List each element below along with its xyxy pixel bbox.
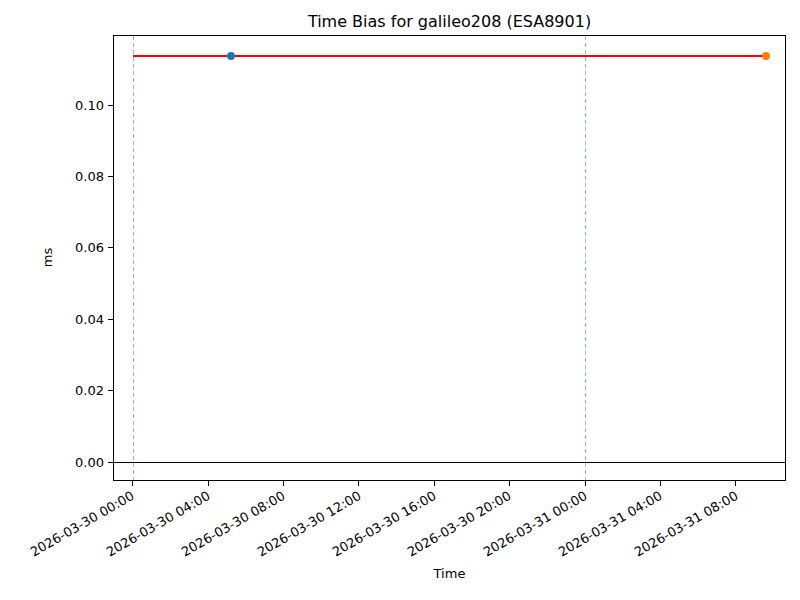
x-tick-mark bbox=[660, 481, 661, 486]
zero-reference-line bbox=[114, 462, 785, 463]
y-tick-mark bbox=[108, 105, 113, 106]
y-tick-label: 0.06 bbox=[29, 239, 104, 256]
y-tick-label: 0.04 bbox=[29, 311, 104, 328]
x-axis-label: Time bbox=[113, 566, 786, 581]
y-tick-mark bbox=[108, 247, 113, 248]
y-tick-label: 0.08 bbox=[29, 168, 104, 185]
plot-area bbox=[113, 35, 786, 481]
x-tick-mark bbox=[735, 481, 736, 486]
y-tick-mark bbox=[108, 176, 113, 177]
x-tick-mark bbox=[132, 481, 133, 486]
y-tick-label: 0.02 bbox=[29, 382, 104, 399]
figure: Time Bias for galileo208 (ESA8901) ms Ti… bbox=[0, 0, 800, 600]
x-tick-mark bbox=[208, 481, 209, 486]
x-tick-mark bbox=[509, 481, 510, 486]
x-tick-mark bbox=[434, 481, 435, 486]
chart-title: Time Bias for galileo208 (ESA8901) bbox=[113, 12, 786, 31]
y-tick-mark bbox=[108, 319, 113, 320]
day-boundary-line bbox=[585, 36, 586, 480]
x-tick-mark bbox=[283, 481, 284, 486]
y-tick-label: 0.10 bbox=[29, 97, 104, 114]
x-tick-mark bbox=[585, 481, 586, 486]
y-tick-mark bbox=[108, 390, 113, 391]
y-tick-mark bbox=[108, 462, 113, 463]
y-axis-label: ms bbox=[40, 198, 57, 318]
day-boundary-line bbox=[133, 36, 134, 480]
x-tick-mark bbox=[358, 481, 359, 486]
y-tick-label: 0.00 bbox=[29, 454, 104, 471]
